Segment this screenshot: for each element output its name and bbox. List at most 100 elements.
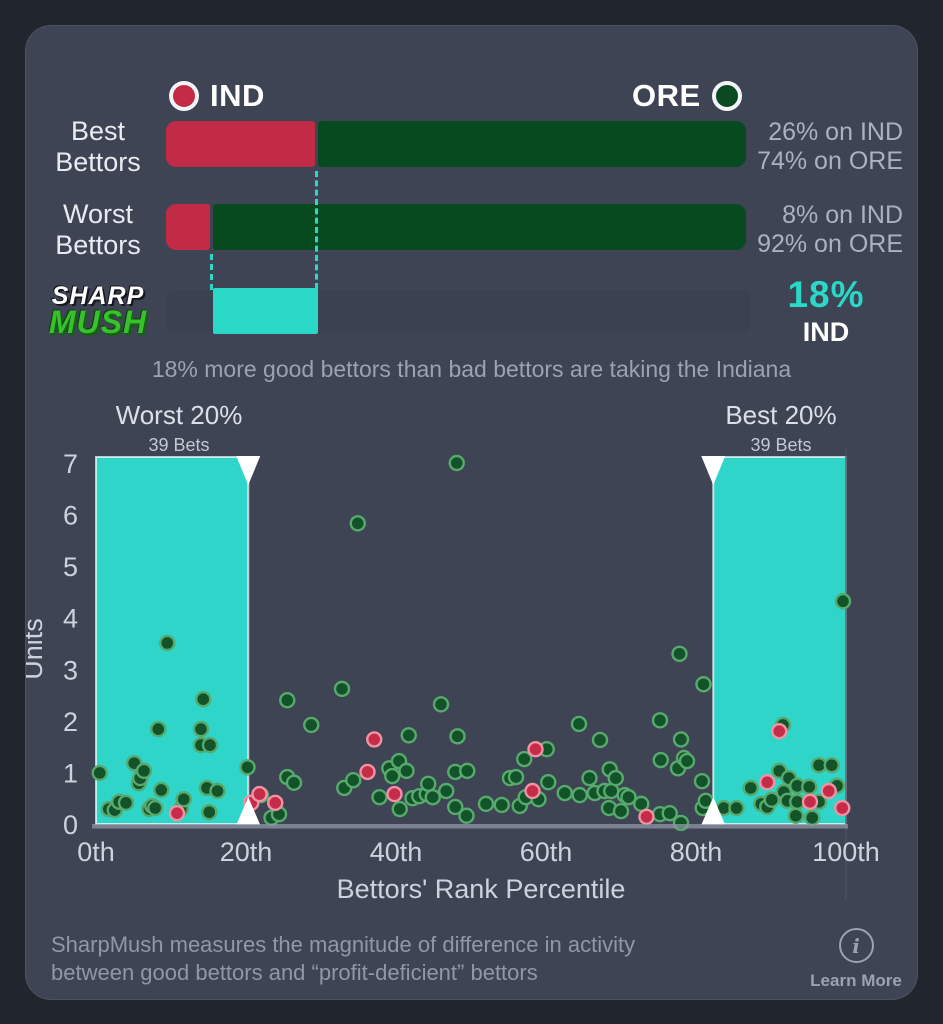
axis-label: 80th — [670, 837, 723, 867]
worst-bettors-bar — [166, 204, 746, 250]
scatter-point-red — [251, 785, 268, 803]
ore-legend-label: ORE — [632, 78, 701, 113]
scatter-point-green — [742, 779, 759, 797]
scatter-point-green — [693, 772, 711, 790]
scatter-point-green — [570, 715, 588, 733]
footer-line-1: SharpMush measures the magnitude of diff… — [51, 932, 636, 957]
axis-label: 100th — [812, 837, 880, 867]
legend-ind: IND — [169, 78, 265, 114]
best-band-title: Best 20% — [725, 400, 837, 430]
scatter-point-green — [159, 634, 176, 652]
scatter-point-green — [834, 593, 852, 610]
dashed-connector-best — [314, 171, 318, 289]
scatter-point-green — [384, 767, 401, 785]
scatter-point-green — [345, 771, 362, 789]
sharpmush-team: IND — [802, 317, 850, 347]
scatter-point-green — [571, 786, 588, 804]
scatter-point-green — [448, 454, 465, 472]
ind-legend-dot-icon — [169, 81, 199, 111]
scatter-point-green — [620, 788, 637, 806]
scatter-point-green — [661, 804, 678, 822]
band-marker-bottom-icon — [701, 797, 726, 825]
axis-label: Units — [26, 618, 48, 680]
footer-description: SharpMush measures the magnitude of diff… — [51, 931, 635, 987]
scatter-point-green — [507, 768, 525, 786]
band-marker-bottom-icon — [236, 797, 261, 825]
scatter-point-red — [386, 785, 403, 803]
sharpmush-track — [166, 288, 751, 334]
scatter-point-green — [192, 720, 210, 738]
sharpmush-logo-mush: MUSH — [48, 304, 148, 340]
worst-ore-stat: 92% on ORE — [757, 230, 903, 258]
scatter-point-green — [147, 799, 164, 817]
learn-more-button[interactable]: i Learn More — [794, 928, 918, 991]
scatter-point-green — [201, 736, 219, 754]
scatter-point-green — [195, 690, 212, 708]
dashed-connector-worst — [210, 254, 214, 290]
scatter-point-green — [91, 764, 108, 782]
scatter-point-green — [303, 716, 320, 734]
legend-ore: ORE — [632, 78, 742, 114]
scatter-point-red — [771, 722, 788, 740]
scatter-point-green — [432, 696, 450, 713]
scatter-point-green — [477, 795, 495, 813]
scatter-point-green — [175, 791, 192, 808]
worst-band-bets: 39 Bets — [148, 435, 210, 455]
scatter-point-red — [527, 741, 544, 758]
footer-line-2: between good bettors and “profit-deficie… — [51, 960, 538, 985]
best-bettors-bar — [166, 121, 746, 167]
scatter-point-green — [424, 788, 441, 806]
scatter-point-green — [449, 728, 466, 745]
scatter-point-green — [672, 731, 690, 748]
axis-label: 7 — [63, 449, 78, 479]
scatter-point-green — [279, 692, 296, 709]
scatter-point-green — [581, 769, 598, 787]
insight-caption: 18% more good bettors than bad bettors a… — [151, 356, 792, 382]
best-bettors-label: Best Bettors — [55, 116, 141, 177]
scatter-point-green — [787, 807, 804, 824]
best-ore-stat: 74% on ORE — [757, 147, 903, 175]
scatter-point-red — [834, 799, 851, 817]
scatter-section: Worst 20% 39 Bets Best 20% 39 Bets 0 1 2 3 4… — [26, 396, 919, 941]
scatter-point-green — [671, 645, 688, 663]
best-ind-segment — [166, 121, 315, 167]
scatter-point-green — [239, 759, 256, 776]
sharpmush-logo-sharp: SHARP — [51, 282, 145, 310]
scatter-point-red — [801, 793, 819, 811]
axis-label: 40th — [370, 837, 423, 867]
axis-label: 0th — [77, 837, 115, 867]
axis-label: 1 — [63, 758, 78, 788]
scatter-point-green — [516, 750, 533, 768]
scatter-point-red — [267, 794, 284, 812]
sharpmush-range-fill — [212, 288, 319, 334]
axis-label: 6 — [63, 501, 78, 531]
best-band-bets: 39 Bets — [750, 435, 812, 455]
sharpmush-value: 18% IND — [761, 274, 891, 348]
best-band-header: Best 20% 39 Bets — [706, 400, 856, 456]
scatter-point-green — [447, 798, 464, 816]
x-axis-line — [92, 824, 848, 829]
band-marker-top-icon — [236, 456, 261, 485]
best-ind-stat: 26% on IND — [768, 118, 903, 146]
scatter-point-red — [820, 782, 837, 800]
scatter-point-green — [651, 712, 669, 729]
scatter-point-green — [678, 752, 696, 770]
scatter-point-red — [359, 763, 376, 781]
worst-bettors-label: Worst Bettors — [55, 199, 141, 260]
scatter-point-green — [556, 784, 573, 802]
worst-ore-segment — [213, 204, 746, 250]
sharpmush-card: IND ORE Best Bettors 26% on IND 74% on O… — [25, 25, 918, 1000]
worst-ind-stat: 8% on IND — [782, 201, 903, 229]
info-icon[interactable]: i — [838, 928, 874, 963]
scatter-point-green — [540, 774, 557, 791]
scatter-point-red — [366, 731, 383, 748]
scatter-point-green — [652, 751, 669, 769]
scatter-point-green — [763, 791, 780, 808]
ore-legend-dot-icon — [711, 81, 742, 111]
scatter-point-green — [459, 762, 476, 780]
scatter-point-green — [333, 680, 351, 698]
scatter-point-green — [823, 757, 840, 774]
scatter-point-green — [420, 775, 437, 792]
worst-band-title: Worst 20% — [115, 400, 243, 430]
scatter-point-green — [371, 788, 388, 806]
